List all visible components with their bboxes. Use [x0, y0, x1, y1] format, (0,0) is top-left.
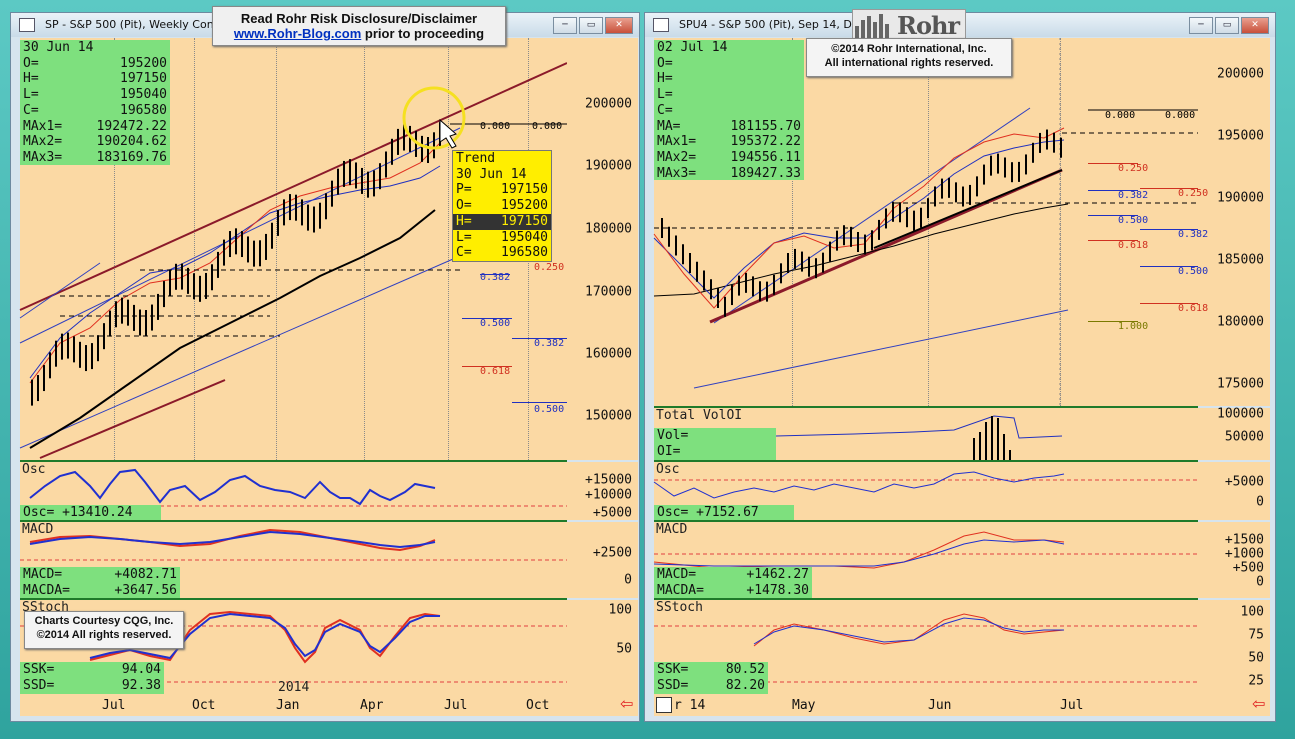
fib-label: 0.618	[480, 366, 511, 377]
fib-label: 0.382	[1178, 229, 1209, 240]
left-window-title: SP - S&P 500 (Pit), Weekly Continua	[45, 18, 242, 31]
right-macd-axis: +1500 +1000 +500 0	[1198, 522, 1270, 598]
left-ohlc-infobox: 30 Jun 14 O= 195200 H= 197150 L= 195040 C= 1…	[20, 40, 170, 165]
scroll-left-arrow-icon[interactable]: ⇦	[1252, 694, 1266, 713]
fib-label: 0.382	[534, 338, 565, 349]
left-stoch-axis: 100 50	[567, 600, 638, 696]
fib-label: 0.618	[1118, 240, 1149, 251]
left-time-axis: Jul Oct Jan Apr Jul Oct ⇦	[20, 694, 638, 716]
fib-label: 0.382	[1118, 190, 1149, 201]
close-button[interactable]: ✕	[1241, 17, 1269, 34]
chart-window-icon	[19, 18, 35, 32]
price-bars	[31, 122, 441, 406]
right-window-title: SPU4 - S&P 500 (Pit), Sep 14, Daily	[679, 18, 872, 31]
rohr-copyright-box: ©2014 Rohr International, Inc. All inter…	[806, 38, 1012, 77]
fib-label: 0.000	[532, 121, 563, 132]
left-osc-axis: +15000 +10000 +5000	[567, 462, 638, 521]
right-macd-svg	[653, 531, 1198, 569]
right-osc-axis: +5000 0	[1198, 462, 1270, 520]
right-time-axis: r 14 May Jun Jul ⇦	[654, 694, 1270, 716]
right-stoch-axis: 100 75 50 25	[1198, 600, 1270, 696]
fib-label: 0.500	[1178, 266, 1209, 277]
price-bars	[661, 129, 1062, 317]
right-stoch-svg	[654, 613, 1198, 683]
scroll-left-arrow-icon[interactable]: ⇦	[620, 694, 634, 713]
fib-label: 0.382	[480, 272, 511, 283]
bar-chart-logo-icon	[855, 14, 889, 38]
minimize-button[interactable]: ─	[553, 17, 577, 34]
left-macd-infobox: MACD= +4082.71 MACDA= +3647.56	[20, 567, 180, 599]
left-macd-svg	[20, 528, 567, 561]
scroll-thumb[interactable]	[656, 697, 672, 713]
fib-label: 0.500	[1118, 215, 1149, 226]
fib-label: 0.000	[1165, 110, 1196, 121]
fib-label: 0.250	[534, 262, 565, 273]
right-ohlc-infobox: 02 Jul 14 O= H= L= C= MA= 181155.70 MAx1=…	[654, 40, 804, 181]
maximize-button[interactable]: ▭	[1215, 17, 1239, 34]
right-volume-axis: 100000 50000	[1198, 407, 1270, 460]
cursor-highlight	[402, 86, 466, 150]
fib-label: 0.500	[480, 318, 511, 329]
left-macd-axis: +2500 0	[567, 522, 638, 598]
right-price-svg	[653, 38, 1198, 406]
fib-label: 0.250	[1178, 188, 1209, 199]
rohr-logo: Rohr	[852, 9, 966, 41]
left-osc-svg	[29, 468, 567, 507]
right-price-axis: 200000 195000 190000 185000 180000 17500…	[1198, 38, 1270, 406]
left-stoch-infobox: SSK= 94.04 SSD= 92.38	[20, 662, 164, 694]
year-label: 2014	[278, 680, 310, 695]
right-volume-infobox: Vol= OI=	[654, 428, 776, 460]
left-osc-value: Osc= +13410.24	[20, 505, 161, 521]
right-osc-svg	[653, 471, 1198, 499]
fib-label: 1.000	[1118, 321, 1149, 332]
disclaimer-banner: Read Rohr Risk Disclosure/Disclaimer www…	[212, 6, 506, 46]
right-stoch-infobox: SSK= 80.52 SSD= 82.20	[654, 662, 768, 694]
left-price-svg	[19, 62, 568, 459]
rohr-blog-link[interactable]: www.Rohr-Blog.com	[233, 26, 362, 41]
maximize-button[interactable]: ▭	[579, 17, 603, 34]
right-volume-svg	[775, 415, 1063, 460]
minimize-button[interactable]: ─	[1189, 17, 1213, 34]
close-button[interactable]: ✕	[605, 17, 633, 34]
fib-label: 0.000	[1105, 110, 1136, 121]
fib-label: 0.000	[480, 121, 511, 132]
left-price-axis: 200000 190000 180000 170000 160000 15000…	[567, 38, 638, 460]
mouse-cursor-icon	[439, 118, 457, 149]
right-osc-value: Osc= +7152.67	[654, 505, 794, 521]
chart-window-icon	[653, 18, 669, 32]
fib-label: 0.618	[1178, 303, 1209, 314]
fib-label: 0.250	[1118, 163, 1149, 174]
right-macd-infobox: MACD= +1462.27 MACDA= +1478.30	[654, 567, 812, 599]
fib-label: 0.500	[534, 404, 565, 415]
trend-tooltip: Trend 30 Jun 14 P= 197150 O= 195200 H= 1971…	[452, 150, 552, 262]
cqg-courtesy-box: Charts Courtesy CQG, Inc. ©2014 All righ…	[24, 611, 184, 649]
